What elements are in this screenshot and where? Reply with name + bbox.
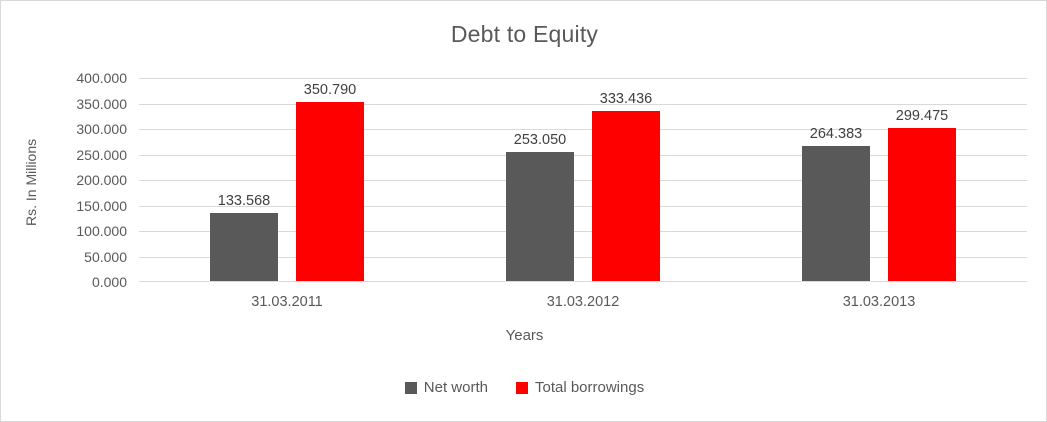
axis-baseline: [139, 281, 1027, 282]
y-axis-tick-label: 150.000: [76, 197, 127, 214]
y-axis-tick-label: 100.000: [76, 223, 127, 239]
bar-value-label: 133.568: [217, 192, 271, 209]
chart-legend: Net worth Total borrowings: [1, 379, 1046, 396]
bar-net-worth-31.03.2013[interactable]: [802, 146, 870, 281]
gridline: [139, 180, 1027, 181]
y-axis-tick-label: 50.000: [84, 248, 127, 265]
gridline: [139, 78, 1027, 79]
legend-label: Total borrowings: [534, 379, 645, 396]
bar-net-worth-31.03.2011[interactable]: [210, 212, 278, 281]
y-axis-tick-label: 300.000: [76, 121, 127, 137]
legend-swatch-icon: [515, 381, 528, 394]
chart-title: Debt to Equity: [450, 21, 599, 47]
y-axis-title: Rs. In Millions: [23, 138, 39, 226]
bar-total-borrowings-31.03.2012[interactable]: [592, 110, 660, 281]
bar-total-borrowings-31.03.2013[interactable]: [888, 128, 956, 281]
y-axis-tick-labels: 400.000 350.000 300.000 250.000 200.000 150.0…: [49, 69, 127, 290]
bar-value-label: 299.475: [895, 108, 949, 125]
x-axis-title: Years: [505, 327, 544, 344]
gridline: [139, 154, 1027, 156]
legend-item-net-worth[interactable]: Net worth: [404, 379, 488, 396]
y-axis-tick-label: 200.000: [76, 172, 127, 188]
x-axis-tick-label: 31.03.2013: [842, 294, 916, 310]
legend-swatch-icon: [404, 381, 417, 394]
legend-item-total-borrowings[interactable]: Total borrowings: [515, 379, 645, 396]
x-axis-tick-label: 31.03.2011: [251, 294, 323, 310]
bar-value-label: 333.436: [599, 90, 653, 107]
bar-net-worth-31.03.2012[interactable]: [506, 151, 574, 281]
gridline: [139, 205, 1027, 207]
legend-label: Net worth: [423, 379, 488, 396]
bar-value-label: 264.383: [809, 126, 863, 143]
gridline: [139, 129, 1027, 130]
y-axis-tick-label: 250.000: [76, 146, 127, 163]
gridline: [139, 231, 1027, 232]
gridline: [139, 256, 1027, 258]
y-axis-tick-label: 400.000: [76, 70, 127, 86]
bar-value-label: 253.050: [513, 131, 567, 148]
y-axis-tick-label: 0.000: [91, 274, 127, 290]
bar-value-label: 350.790: [303, 82, 357, 99]
bar-total-borrowings-31.03.2011[interactable]: [296, 102, 364, 281]
x-axis-tick-label: 31.03.2012: [546, 294, 620, 310]
x-axis-tick-labels: 31.03.2011 31.03.2012 31.03.2013: [139, 294, 1027, 314]
y-axis-tick-label: 350.000: [76, 95, 127, 112]
plot-area: 133.568 350.790 253.050 333.436 264.383 299.4…: [139, 78, 1027, 282]
gridline: [139, 103, 1027, 105]
